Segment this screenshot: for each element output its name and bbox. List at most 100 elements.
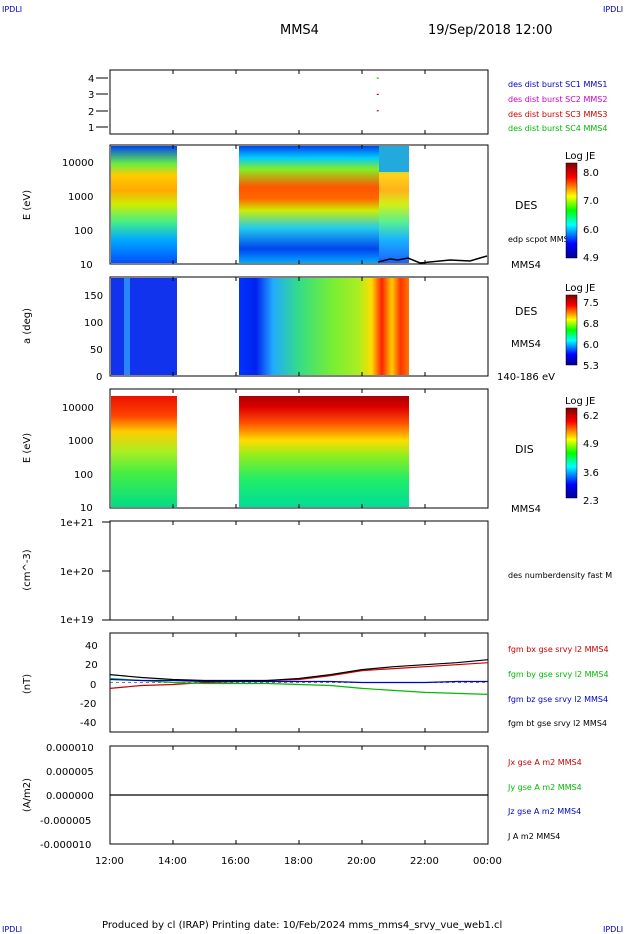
colorbar-tick: 4.9 xyxy=(583,253,599,264)
burst-legend-3: des dist burst SC3 MMS3 xyxy=(508,110,607,119)
burst-legend-1: des dist burst SC1 MMS1 xyxy=(508,80,607,89)
des-pitch-ylabel: a (deg) xyxy=(22,308,33,344)
panel-des-energy: E (eV) 10 100 1000 10000 DES edp scpot M… xyxy=(22,144,599,271)
colorbar-tick: 6.2 xyxy=(583,411,599,422)
colorbar-title: Log JE xyxy=(565,151,595,162)
density-ylabel: (cm^-3) xyxy=(22,549,33,590)
des-pitch-y-tick: 50 xyxy=(90,345,103,356)
current-y-tick: 0.000010 xyxy=(46,743,94,754)
current-legend-2: Jy gse A m2 MMS4 xyxy=(507,783,582,792)
colorbar-tick: 5.3 xyxy=(583,361,599,372)
colorbar-tick: 6.0 xyxy=(583,340,599,351)
colorbar-tick: 8.0 xyxy=(583,168,599,179)
des-energy-bottom-label: MMS4 xyxy=(511,260,541,271)
dis-energy-block-1 xyxy=(111,396,177,507)
burst-mark xyxy=(376,77,379,79)
current-legend-1: Jx gse A m2 MMS4 xyxy=(507,758,582,767)
fgm-legend-1: fgm bx gse srvy l2 MMS4 xyxy=(508,645,609,654)
dis-energy-ylabel: E (eV) xyxy=(22,433,33,463)
des-pitch-sub-label: MMS4 xyxy=(511,339,541,350)
panel-fgm: (nT) -40 -20 0 20 40 fgm bx gse srvy l2 … xyxy=(22,632,609,733)
current-legend-4: J A m2 MMS4 xyxy=(507,832,560,841)
dis-energy-y-tick: 10 xyxy=(80,503,93,514)
density-y-tick: 1e+21 xyxy=(60,518,94,529)
des-energy-y-tick: 1000 xyxy=(68,192,93,203)
corner-label-top-left: IPDLI xyxy=(2,5,22,14)
corner-label-bottom-right: IPDLI xyxy=(603,925,623,934)
fgm-legend-2: fgm by gse srvy l2 MMS4 xyxy=(508,670,609,679)
des-energy-y-tick: 100 xyxy=(74,226,93,237)
fgm-y-tick: -20 xyxy=(80,699,96,710)
current-ylabel: (A/m2) xyxy=(22,778,33,812)
colorbar-tick: 3.6 xyxy=(583,468,599,479)
x-tick-label: 22:00 xyxy=(410,856,439,867)
footer-credit: Produced by cl (IRAP) Printing date: 10/… xyxy=(102,920,502,931)
x-tick-label: 16:00 xyxy=(221,856,250,867)
panel-current: (A/m2) -0.000010 -0.000005 0.000000 0.00… xyxy=(22,743,582,851)
burst-y-tick: 3 xyxy=(88,90,94,101)
des-pitch-colorbar: Log JE 7.5 6.8 6.0 5.3 xyxy=(565,283,599,372)
x-tick-label: 00:00 xyxy=(473,856,502,867)
panel-des-pitch: a (deg) 0 50 100 150 DES MMS4 140-186 eV… xyxy=(22,276,599,383)
des-energy-y-tick: 10000 xyxy=(62,158,94,169)
series-line xyxy=(109,678,488,684)
dis-energy-bottom-label: MMS4 xyxy=(511,504,541,515)
fgm-ylabel: (nT) xyxy=(22,674,33,694)
dis-energy-block-2 xyxy=(239,396,409,507)
des-energy-y-tick: 10 xyxy=(80,260,93,271)
x-tick-marks xyxy=(109,70,489,844)
x-tick-label: 18:00 xyxy=(284,856,313,867)
dis-energy-right-label: DIS xyxy=(515,443,534,456)
des-pitch-bottom-label: 140-186 eV xyxy=(497,372,555,383)
fgm-lines xyxy=(109,659,489,695)
series-line xyxy=(109,677,489,695)
des-energy-cap xyxy=(379,146,409,172)
burst-y-tick: 2 xyxy=(88,107,94,118)
des-pitch-right-label: DES xyxy=(515,305,537,318)
burst-y-axis: 1 2 3 4 xyxy=(88,74,108,134)
burst-y-tick: 1 xyxy=(88,123,94,134)
x-tick-label: 20:00 xyxy=(347,856,376,867)
des-energy-block-1 xyxy=(111,146,177,263)
burst-mark xyxy=(376,93,379,96)
colorbar-tick: 2.3 xyxy=(583,496,599,507)
des-pitch-block-1 xyxy=(111,278,177,375)
current-y-tick: -0.000005 xyxy=(40,816,91,827)
des-pitch-y-tick: 0 xyxy=(96,372,102,383)
colorbar-tick: 6.0 xyxy=(583,225,599,236)
burst-y-tick: 4 xyxy=(88,74,94,85)
x-tick-label: 12:00 xyxy=(95,856,124,867)
scpot-trace xyxy=(377,255,488,264)
burst-marks xyxy=(376,77,379,112)
des-pitch-stripe xyxy=(124,278,130,375)
panel-density: (cm^-3) 1e+19 1e+20 1e+21 des numberdens… xyxy=(22,518,612,626)
corner-label-bottom-left: IPDLI xyxy=(2,925,22,934)
colorbar-title: Log JE xyxy=(565,283,595,294)
fgm-y-tick: 20 xyxy=(85,660,98,671)
des-energy-sub-label: edp scpot MMS4 xyxy=(508,235,574,244)
des-energy-colorbar: Log JE 8.0 7.0 6.0 4.9 xyxy=(565,151,599,264)
series-line xyxy=(109,659,489,682)
density-y-tick: 1e+20 xyxy=(60,567,94,578)
x-tick-label: 14:00 xyxy=(158,856,187,867)
des-energy-block-2 xyxy=(239,146,379,263)
current-y-tick: 0.000005 xyxy=(46,767,94,778)
burst-mark xyxy=(376,110,379,112)
des-pitch-y-tick: 150 xyxy=(84,291,103,302)
colorbar-tick: 7.5 xyxy=(583,298,599,309)
des-energy-right-label: DES xyxy=(515,199,537,212)
header-datetime: 19/Sep/2018 12:00 xyxy=(428,23,552,38)
fgm-y-tick: 0 xyxy=(90,680,96,691)
burst-legend-2: des dist burst SC2 MMS2 xyxy=(508,95,607,104)
colorbar-tick: 7.0 xyxy=(583,196,599,207)
current-y-tick: -0.000010 xyxy=(40,840,91,851)
series-line xyxy=(109,662,489,689)
des-pitch-y-tick: 100 xyxy=(84,318,103,329)
des-pitch-block-2 xyxy=(239,278,409,375)
fgm-legend-3: fgm bz gse srvy l2 MMS4 xyxy=(508,695,608,704)
density-y-tick: 1e+19 xyxy=(60,615,94,626)
colorbar-tick: 4.9 xyxy=(583,439,599,450)
colorbar-tick: 6.8 xyxy=(583,319,599,330)
panel-dis-energy: E (eV) 10 100 1000 10000 DIS MMS4 Log JE… xyxy=(22,388,599,515)
dis-energy-y-tick: 1000 xyxy=(68,436,93,447)
